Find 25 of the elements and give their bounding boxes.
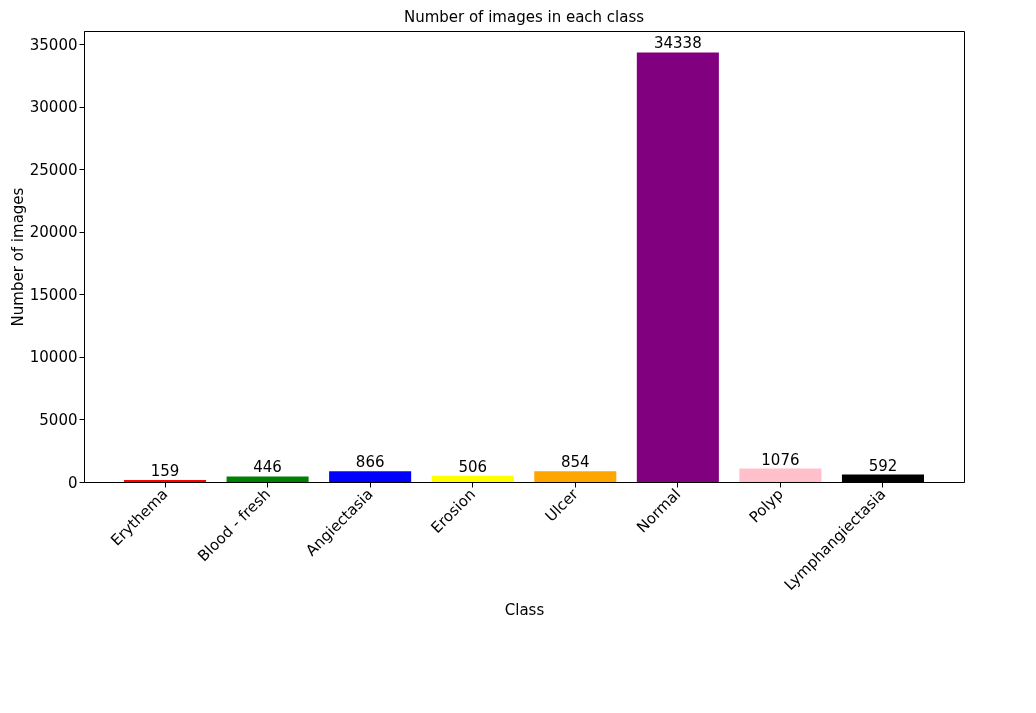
y-tick-label: 35000 bbox=[29, 35, 78, 54]
data-label: 592 bbox=[868, 456, 898, 475]
bar bbox=[636, 52, 719, 482]
data-label: 506 bbox=[458, 457, 488, 476]
data-label: 159 bbox=[150, 462, 180, 481]
y-tick-label: 15000 bbox=[29, 285, 78, 304]
data-label: 1076 bbox=[761, 450, 800, 469]
x-axis-title: Class bbox=[504, 601, 545, 620]
y-axis-title: Number of images bbox=[8, 187, 27, 327]
y-tick-label: 5000 bbox=[39, 410, 78, 429]
data-label: 446 bbox=[253, 458, 282, 477]
bar bbox=[431, 475, 514, 482]
y-tick-label: 30000 bbox=[29, 98, 78, 117]
data-label: 34338 bbox=[653, 34, 702, 53]
bar bbox=[329, 471, 412, 482]
y-tick-label: 25000 bbox=[29, 160, 78, 179]
bar bbox=[739, 468, 822, 482]
bar bbox=[226, 476, 309, 482]
data-label: 854 bbox=[560, 453, 590, 472]
data-label: 866 bbox=[355, 453, 385, 472]
bar bbox=[534, 471, 617, 482]
chart-title: Number of images in each class bbox=[403, 8, 645, 26]
y-tick-label: 10000 bbox=[29, 348, 78, 367]
y-tick-label: 20000 bbox=[29, 223, 78, 242]
y-tick-label: 0 bbox=[67, 473, 78, 492]
